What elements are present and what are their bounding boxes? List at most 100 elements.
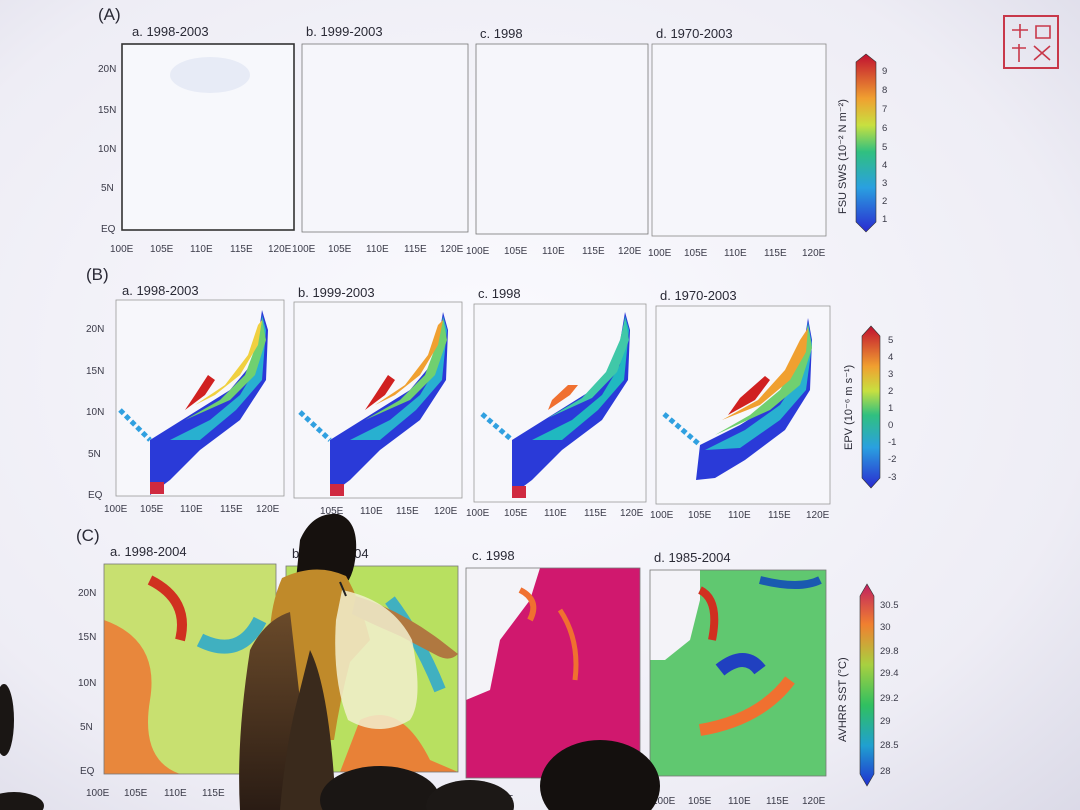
lon-tick: 100E (86, 788, 110, 799)
lon-tick: 100E (466, 246, 490, 257)
lat-tick: EQ (101, 224, 116, 235)
epv-field-3 (480, 312, 630, 498)
lon-tick: 120E (434, 506, 458, 517)
lon-tick: 115E (768, 510, 791, 521)
lon-tick: 100E (292, 244, 316, 255)
colorbar-tick: 2 (888, 386, 893, 397)
panel-title-b-1: a. 1998-2003 (122, 283, 199, 298)
lon-tick: 100E (110, 244, 134, 255)
colorbar-tick: 29 (880, 716, 891, 727)
lat-tick: 10N (98, 144, 116, 155)
lon-tick: 120E (806, 510, 830, 521)
colorbar-tick: 30 (880, 622, 891, 633)
lon-tick: 115E (202, 788, 225, 799)
lon-tick: 105E (684, 248, 708, 259)
lon-tick: 115E (230, 244, 253, 255)
lon-tick: 100E (104, 504, 128, 515)
lat-tick: 10N (78, 678, 96, 689)
lat-tick: 20N (98, 64, 116, 75)
section-label-b: (B) (86, 265, 109, 284)
panel-a-4 (651, 43, 827, 237)
panel-title-b-3: c. 1998 (478, 286, 521, 301)
lon-tick: 110E (180, 504, 203, 515)
seal-stamp (1003, 15, 1059, 69)
lat-ticks-row-b: 20N 15N 10N 5N EQ (86, 324, 104, 501)
lon-tick: 115E (220, 504, 243, 515)
panel-title-c-3: c. 1998 (472, 548, 515, 563)
lat-tick: 15N (98, 105, 116, 116)
lon-tick: 120E (268, 244, 292, 255)
colorbar-tick: 3 (888, 369, 893, 380)
colorbar-tick: 29.8 (880, 646, 899, 657)
panel-title-a-2: b. 1999-2003 (306, 24, 383, 39)
lon-tick: 100E (648, 248, 672, 259)
lon-tick: 110E (728, 510, 751, 521)
section-label-a: (A) (98, 5, 121, 24)
lon-tick: 110E (360, 506, 383, 517)
lon-tick: 115E (766, 796, 789, 807)
audience-heads (0, 684, 660, 810)
lon-tick: 120E (440, 244, 464, 255)
lon-tick: 115E (396, 506, 419, 517)
panel-b-3 (473, 303, 647, 503)
panel-title-a-3: c. 1998 (480, 26, 523, 41)
lat-tick: 20N (86, 324, 104, 335)
lon-tick: 105E (320, 506, 344, 517)
lat-tick: 15N (78, 632, 96, 643)
colorbar-title: AVHRR SST (°C) (837, 657, 849, 742)
lon-tick: 115E (582, 246, 605, 257)
lon-tick: 115E (584, 508, 607, 519)
lon-ticks-row-b: 100E 105E 110E 115E 120E 105E 110E 115E … (104, 504, 830, 521)
colorbar-tick: 5 (888, 335, 893, 346)
panel-title-c-1: a. 1998-2004 (110, 544, 187, 559)
colorbar-tick: 2 (882, 196, 887, 207)
epv-field-2 (298, 312, 448, 496)
lon-tick: 110E (164, 788, 187, 799)
lat-tick: 5N (80, 722, 93, 733)
lon-tick: 110E (190, 244, 213, 255)
panel-title-a-1: a. 1998-2003 (132, 24, 209, 39)
lon-tick: 110E (366, 244, 389, 255)
colorbar-title: FSU SWS (10⁻² N m⁻²) (837, 99, 849, 214)
lon-tick: 120E (802, 248, 826, 259)
lat-tick: 5N (101, 183, 114, 194)
row-a-panels (121, 43, 827, 237)
colorbar-title: EPV (10⁻⁶ m s⁻¹) (843, 365, 855, 450)
colorbar-tick: 29.2 (880, 693, 899, 704)
colorbar-a: 9 8 7 6 5 4 3 2 1 FSU SWS (10⁻² N m⁻²) (837, 53, 887, 233)
lon-tick: 105E (124, 788, 148, 799)
panel-title-b-2: b. 1999-2003 (298, 285, 375, 300)
presenter (239, 513, 458, 810)
colorbar-tick: -3 (888, 472, 896, 483)
colorbar-tick: 8 (882, 85, 887, 96)
colorbar-tick: 1 (888, 403, 893, 414)
colorbar-tick: 9 (882, 66, 887, 77)
lon-tick: 120E (802, 796, 826, 807)
lat-tick: 15N (86, 366, 104, 377)
lon-tick: 105E (328, 244, 352, 255)
lon-tick: 105E (688, 796, 712, 807)
lon-tick: 120E (620, 508, 644, 519)
colorbar-tick: 0 (888, 420, 893, 431)
colorbar-tick: 28 (880, 766, 891, 777)
lon-tick: 110E (544, 508, 567, 519)
lon-tick: 105E (504, 508, 528, 519)
lon-tick: 100E (650, 510, 674, 521)
lon-tick: 100E (652, 796, 676, 807)
section-label-c: (C) (76, 526, 100, 545)
colorbar-tick: 30.5 (880, 600, 899, 611)
lon-tick: 120E (256, 504, 280, 515)
epv-field-1 (118, 310, 268, 495)
colorbar-tick: 6 (882, 123, 887, 134)
colorbar-tick: 29.4 (880, 668, 899, 679)
colorbar-tick: 4 (882, 160, 887, 171)
lon-tick: 100E (466, 508, 490, 519)
panel-a-3 (475, 43, 649, 235)
colorbar-tick: 5 (882, 142, 887, 153)
lon-tick: 110E (728, 796, 751, 807)
lon-tick: 105E (688, 510, 712, 521)
colorbar-tick: 4 (888, 352, 893, 363)
lat-ticks-row-a: 20N 15N 10N 5N EQ (98, 64, 116, 235)
colorbar-tick: 3 (882, 178, 887, 189)
